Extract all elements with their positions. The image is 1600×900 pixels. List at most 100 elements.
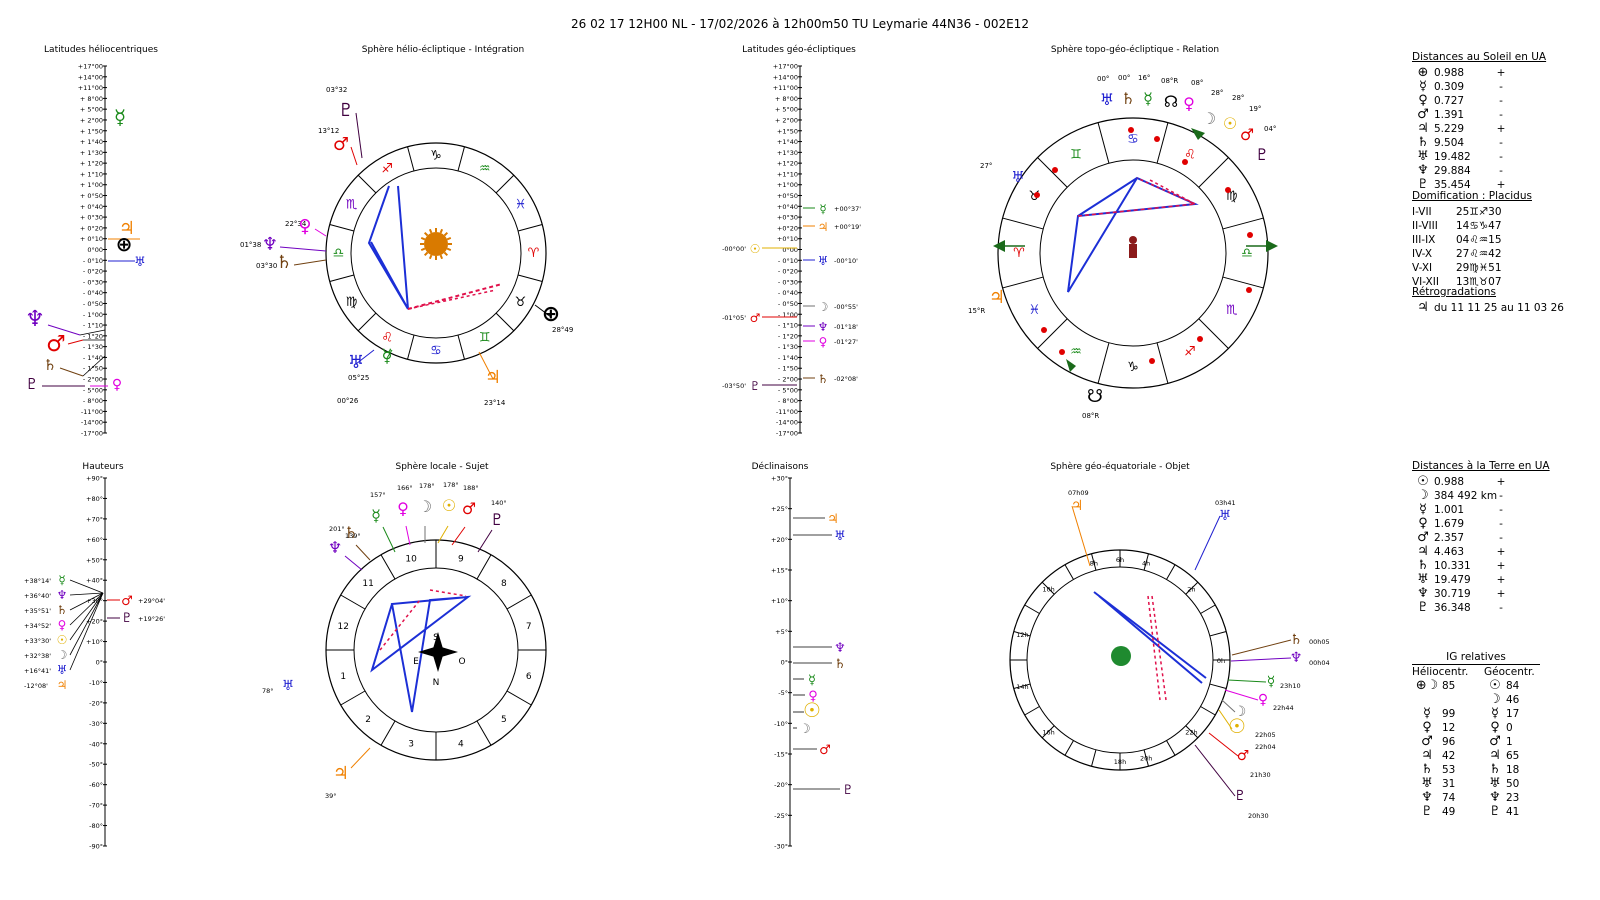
topo-degree: 27° bbox=[980, 162, 992, 170]
table-row: ☽ 384 492 km - bbox=[1412, 489, 1550, 503]
locale-wheel-divider bbox=[476, 554, 492, 580]
topo-degree: 19° bbox=[1249, 105, 1261, 113]
topo-wheel-divider bbox=[1097, 342, 1110, 384]
scale-label: - 0°50 bbox=[778, 300, 798, 308]
equat-wheel-divider bbox=[1185, 581, 1199, 595]
table-row: ♅ 31 ♅ 50 bbox=[1412, 777, 1540, 791]
scale-label: - 5°00 bbox=[83, 386, 103, 394]
topo-aspect-red bbox=[1136, 177, 1196, 205]
helio-wheel-label: ♉ bbox=[515, 295, 527, 310]
decl-glyph: ♀ bbox=[808, 689, 818, 704]
equat-wheel-divider bbox=[1064, 740, 1074, 756]
helio-wheel-outer bbox=[325, 142, 547, 364]
ig-value: 65 bbox=[1506, 750, 1520, 762]
planet-glyph: ☿ bbox=[1423, 706, 1431, 721]
scale-label: + 0°20 bbox=[80, 224, 103, 232]
axis-arrow-head bbox=[993, 240, 1005, 252]
table-title: IG relatives bbox=[1412, 650, 1540, 665]
helio-planet-glyph: ♇ bbox=[338, 100, 354, 121]
title-sphere-equat: Sphère géo-équatoriale - Objet bbox=[1050, 461, 1190, 472]
equat-label: 22h44 bbox=[1273, 704, 1294, 712]
scale-label: - 1°00 bbox=[778, 311, 798, 319]
mc-arrow-head bbox=[1191, 128, 1205, 140]
scale-label: +1°00 bbox=[777, 181, 798, 189]
equat-hour: 12h bbox=[1016, 631, 1028, 639]
equat-wheel-divider bbox=[1041, 725, 1055, 739]
locale-degree: 178° bbox=[419, 482, 435, 490]
cusp-value: 14♋♑47 bbox=[1456, 220, 1502, 232]
decl-glyph: ♆ bbox=[834, 641, 846, 656]
sun-ray bbox=[446, 247, 452, 252]
topo-wheel-label: ♑ bbox=[1127, 360, 1139, 375]
scale-label: + 0°30 bbox=[80, 214, 103, 222]
ig-value: 99 bbox=[1442, 708, 1456, 720]
title-sphere-locale: Sphère locale - Sujet bbox=[395, 461, 488, 472]
topo-planet-glyph: ♀ bbox=[1183, 94, 1195, 113]
mars-glyph: ♂ bbox=[121, 594, 133, 609]
locale-planet-glyph: ☿ bbox=[371, 506, 381, 525]
scale-label: -90° bbox=[89, 843, 103, 851]
scale-label: - 0°20 bbox=[778, 268, 798, 276]
topo-planet-glyph: ♄ bbox=[1121, 89, 1135, 108]
table-row: ♂ 1.391 - bbox=[1412, 108, 1546, 122]
jupiter-glyph: ♃ bbox=[119, 218, 135, 239]
ig-value: 42 bbox=[1442, 750, 1456, 762]
table-row: ☿ 1.001 - bbox=[1412, 503, 1550, 517]
house-number: 10 bbox=[405, 554, 417, 564]
planet-glyph: ☿ bbox=[1491, 706, 1499, 721]
scale-label: -80° bbox=[89, 822, 103, 830]
planet-glyph: ♀ bbox=[1422, 720, 1432, 735]
scale-label: -20° bbox=[774, 781, 788, 789]
table-row: ☿ 99 ☿ 17 bbox=[1412, 707, 1540, 721]
scale-label: - 0°10 bbox=[83, 257, 103, 265]
hauteur-glyph: ♄ bbox=[57, 603, 68, 617]
equat-wheel-divider bbox=[1013, 631, 1031, 637]
equat-aspect-red bbox=[1147, 595, 1161, 701]
ig-value: 49 bbox=[1442, 806, 1456, 818]
equat-hour: 6h bbox=[1116, 556, 1124, 564]
equat-wheel-divider bbox=[1185, 725, 1199, 739]
equat-planet-glyph: ☽ bbox=[1234, 704, 1247, 720]
table-row: ♆ 29.884 - bbox=[1412, 164, 1546, 178]
scale-label: - 0°40 bbox=[778, 289, 798, 297]
helio-wheel-label: ♐ bbox=[381, 162, 393, 177]
helio-planet-glyph: ♅ bbox=[348, 352, 364, 373]
helio-pointer bbox=[350, 146, 358, 166]
table-title: Distances à la Terre en UA bbox=[1412, 460, 1550, 472]
equat-wheel-divider bbox=[1041, 581, 1055, 595]
hauteur-value: +19°26' bbox=[138, 615, 165, 623]
planet-glyph: ☽ bbox=[1489, 692, 1501, 707]
house-pair: IV-X bbox=[1412, 248, 1433, 260]
equat-label: 22h04 bbox=[1255, 743, 1276, 751]
trend-sign: - bbox=[1499, 165, 1503, 177]
scale-label: + 0°50 bbox=[80, 192, 103, 200]
hauteur-glyph: ♅ bbox=[57, 663, 68, 677]
helio-planet-glyph: ♂ bbox=[333, 134, 349, 155]
equat-wheel-divider bbox=[1209, 683, 1227, 689]
scale-label: -50° bbox=[89, 761, 103, 769]
planet-glyph: ♄ bbox=[1489, 762, 1501, 777]
geo-lat-glyph: ♇ bbox=[750, 379, 761, 393]
distance-value: 0.727 bbox=[1434, 95, 1465, 107]
scale-label: - 0°30 bbox=[778, 278, 798, 286]
ig-value: 84 bbox=[1506, 680, 1520, 692]
topo-wheel-label: ♒ bbox=[1070, 345, 1082, 360]
helio-wheel-divider bbox=[407, 146, 415, 172]
locale-degree: 78° bbox=[262, 687, 274, 695]
locale-degree: 188° bbox=[463, 484, 479, 492]
scale-label: + 1°20 bbox=[80, 160, 103, 168]
locale-degree: 139° bbox=[345, 532, 361, 540]
house-number: 1 bbox=[340, 672, 346, 682]
scale-label: +11°00 bbox=[78, 84, 103, 92]
equat-pointer bbox=[1231, 639, 1292, 656]
scale-label: - 0°10 bbox=[778, 257, 798, 265]
house-number: 3 bbox=[408, 740, 414, 750]
trend-sign: + bbox=[1496, 67, 1506, 79]
scale-label: - 5°00 bbox=[778, 386, 798, 394]
earth-globe-icon bbox=[1111, 646, 1131, 666]
helio-pointer bbox=[279, 246, 327, 252]
equat-pointer bbox=[1218, 709, 1233, 730]
helio-wheel-divider bbox=[517, 224, 543, 232]
table-row: ♃ 5.229 + bbox=[1412, 122, 1546, 136]
house-cusp-dot bbox=[1182, 159, 1188, 165]
